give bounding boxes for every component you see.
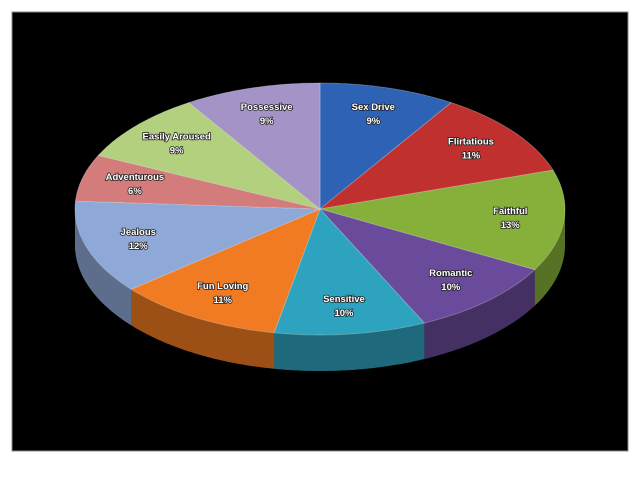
slice-label: Flirtatious (448, 136, 494, 147)
pie-slice (187, 82, 321, 210)
pie-slice (319, 169, 566, 271)
value-label: 10% (334, 308, 354, 319)
pie-side (424, 269, 535, 359)
slice-label: Romantic (429, 268, 472, 279)
slice-label: Faithful (493, 206, 527, 217)
pie-slice (273, 208, 426, 336)
pie-side (75, 209, 132, 326)
value-label: 10% (441, 282, 461, 293)
pie-slice (97, 102, 321, 210)
value-label: 11% (462, 150, 481, 161)
pie-side (131, 289, 275, 369)
pie-side-shade (274, 323, 425, 371)
pie-slice (319, 82, 453, 210)
value-label: 9% (366, 116, 380, 127)
value-label: 11% (213, 295, 232, 306)
pie-side-shade (424, 269, 535, 359)
value-label: 9% (260, 116, 274, 127)
pie-side-shade (534, 209, 565, 306)
value-label: 9% (170, 146, 184, 157)
pie-slice (318, 102, 554, 210)
pie-slice (74, 200, 321, 290)
value-label: 6% (128, 186, 142, 197)
slice-label: Sensitive (323, 294, 365, 305)
slice-label: Jealous (121, 227, 156, 238)
pie-slice (318, 208, 536, 324)
value-label: 12% (129, 241, 149, 252)
pie-slice (130, 208, 321, 334)
pie-slice (75, 154, 321, 210)
slice-label: Adventurous (106, 172, 165, 183)
slice-label: Sex Drive (352, 102, 395, 113)
slice-label: Possessive (241, 102, 293, 113)
pie-side (534, 209, 565, 306)
value-label: 13% (501, 220, 521, 231)
slice-label: Fun Loving (197, 281, 248, 292)
pie-side-shade (131, 289, 275, 369)
pie-side (274, 323, 425, 371)
slice-label: Easily Aroused (143, 132, 211, 143)
pie-side-shade (75, 209, 132, 326)
